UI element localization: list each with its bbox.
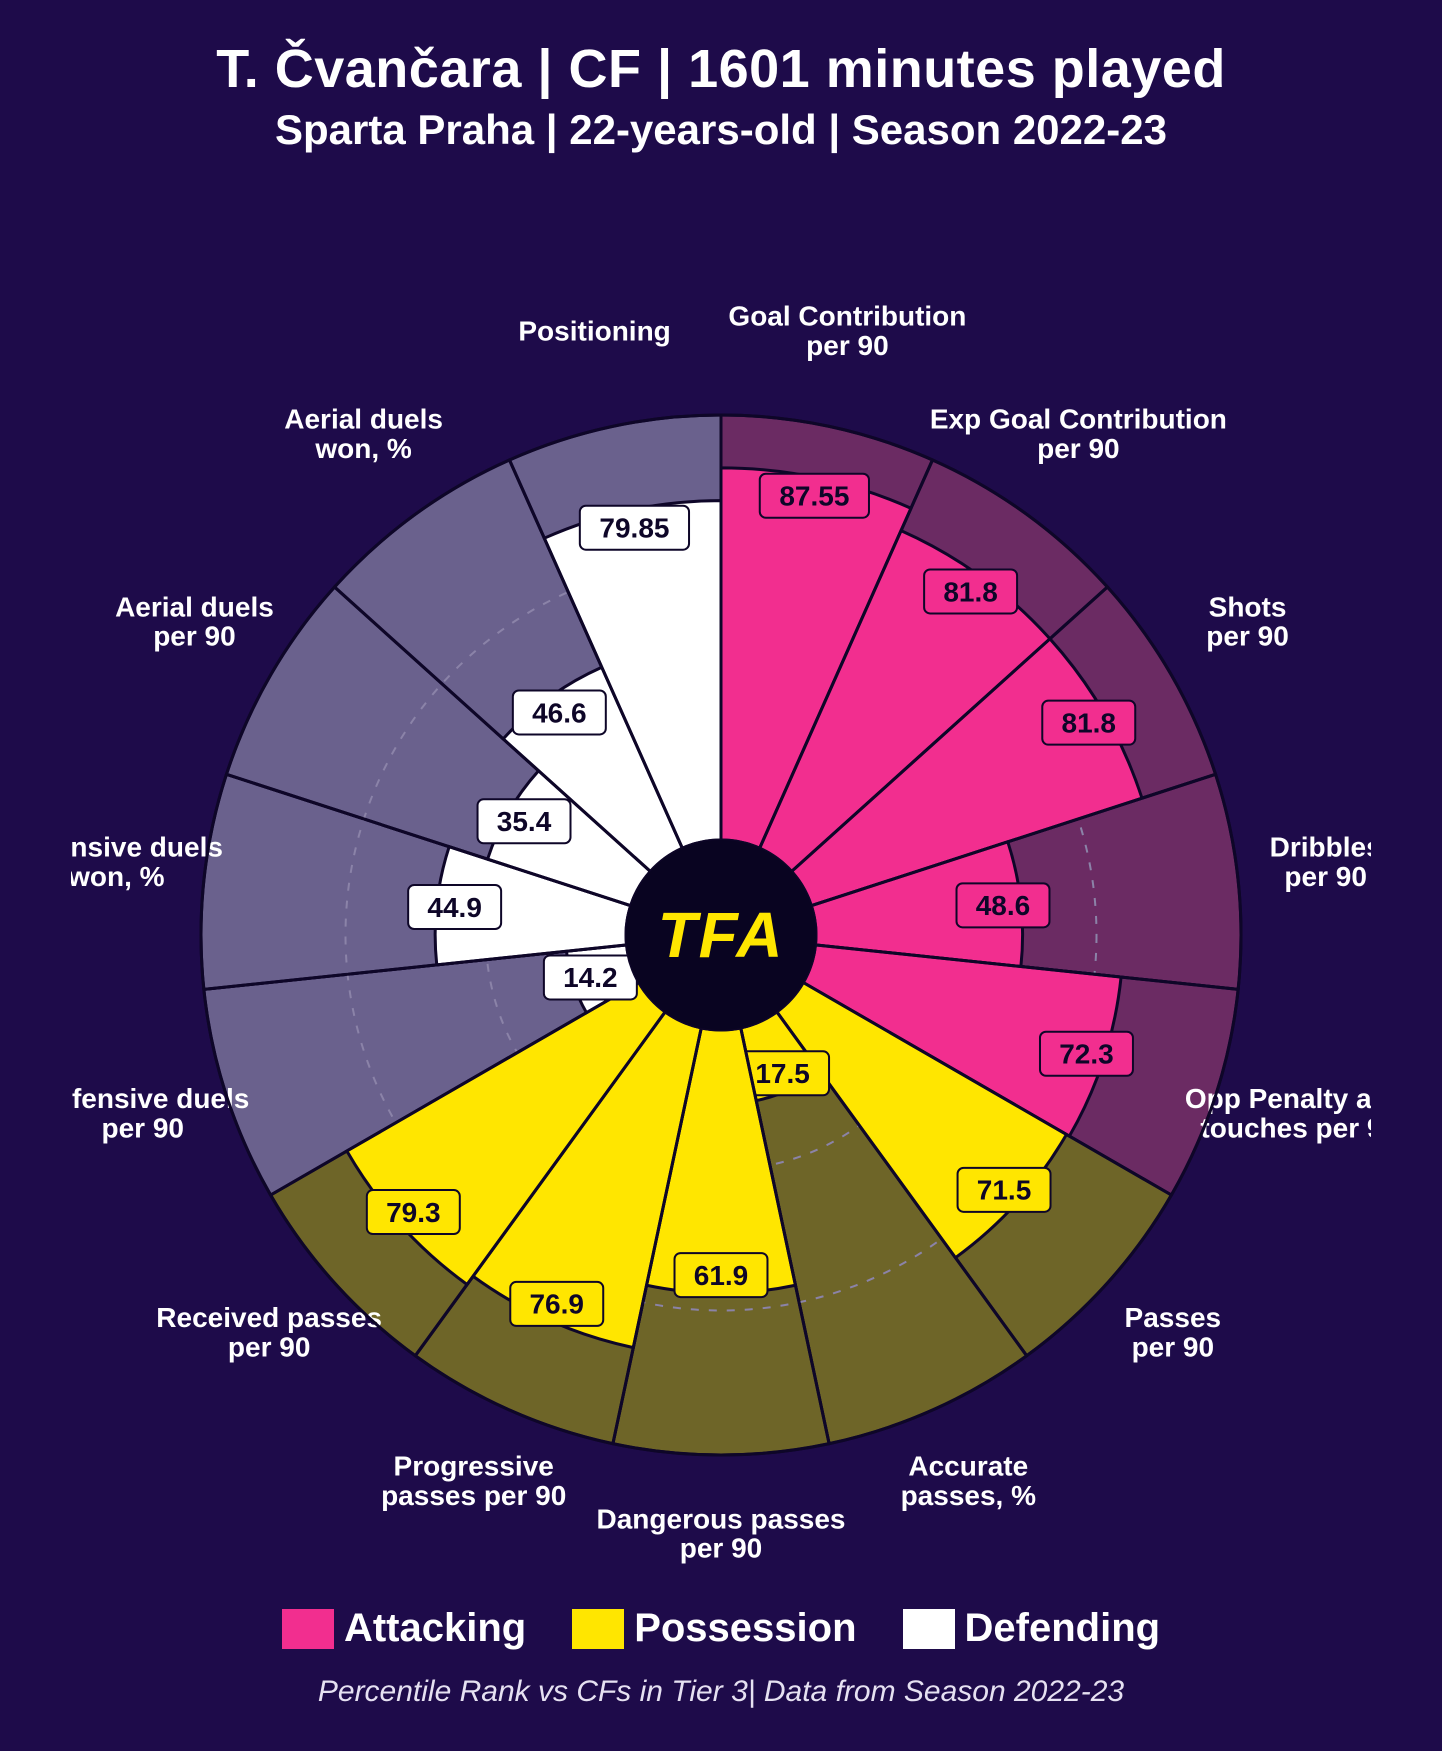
title-sub: Sparta Praha | 22-years-old | Season 202… — [0, 106, 1442, 154]
legend-label-possession: Possession — [634, 1606, 856, 1651]
radar-metric-label: Aerial duelsper 90 — [115, 591, 274, 651]
radar-value-text: 44.9 — [427, 892, 482, 923]
radar-metric-label: Goal Contributionper 90 — [728, 301, 966, 361]
legend-label-attacking: Attacking — [344, 1606, 526, 1651]
caption: Percentile Rank vs CFs in Tier 3| Data f… — [0, 1675, 1442, 1709]
legend-swatch-defending — [903, 1609, 955, 1649]
radar-metric-label: Accuratepasses, % — [901, 1451, 1037, 1511]
legend-item-defending: Defending — [903, 1606, 1161, 1651]
radar-value-text: 14.2 — [563, 962, 618, 993]
radar-metric-label: Exp Goal Contributionper 90 — [930, 403, 1227, 463]
legend-label-defending: Defending — [965, 1606, 1161, 1651]
legend: Attacking Possession Defending — [0, 1606, 1442, 1651]
radar-value-text: 17.5 — [755, 1058, 810, 1089]
radar-value-text: 81.8 — [943, 576, 998, 607]
legend-swatch-attacking — [282, 1609, 334, 1649]
radar-metric-label: Aerial duelswon, % — [284, 403, 443, 463]
radar-value-text: 81.8 — [1062, 707, 1117, 738]
radar-metric-label: Received passesper 90 — [156, 1302, 382, 1362]
radar-value-text: 71.5 — [977, 1175, 1032, 1206]
radar-metric-label: Progressivepasses per 90 — [381, 1451, 566, 1511]
radar-value-text: 46.6 — [532, 697, 587, 728]
radar-metric-label: Dribblesper 90 — [1270, 832, 1371, 892]
radar-value-text: 87.55 — [779, 481, 849, 512]
legend-item-attacking: Attacking — [282, 1606, 526, 1651]
radar-chart: Goal Contributionper 90 87.55 Exp Goal Con… — [71, 285, 1371, 1585]
center-logo: TFA — [626, 840, 816, 1030]
radar-metric-label: Defensive duelswon, % — [71, 832, 223, 892]
radar-value-text: 48.6 — [976, 890, 1031, 921]
radar-value-text: 79.85 — [599, 513, 669, 544]
figure-root: T. Čvančara | CF | 1601 minutes played S… — [0, 0, 1442, 1751]
legend-item-possession: Possession — [572, 1606, 856, 1651]
radar-value-text: 76.9 — [529, 1289, 584, 1320]
radar-value-text: 79.3 — [386, 1197, 441, 1228]
radar-value-text: 61.9 — [694, 1260, 749, 1291]
radar-value-text: 35.4 — [497, 806, 552, 837]
radar-metric-label: Shotsper 90 — [1206, 591, 1289, 651]
radar-metric-label: Defensive duelsper 90 — [71, 1083, 249, 1143]
radar-metric-label: Positioning — [518, 315, 670, 346]
radar-metric-label: Opp Penalty areatouches per 90 — [1185, 1083, 1371, 1143]
center-logo-text: TFA — [658, 898, 785, 972]
radar-value-text: 72.3 — [1059, 1039, 1114, 1070]
title-block: T. Čvančara | CF | 1601 minutes played S… — [0, 0, 1442, 154]
legend-swatch-possession — [572, 1609, 624, 1649]
radar-metric-label: Passesper 90 — [1125, 1302, 1222, 1362]
radar-metric-label: Dangerous passesper 90 — [597, 1503, 846, 1563]
title-main: T. Čvančara | CF | 1601 minutes played — [0, 38, 1442, 100]
